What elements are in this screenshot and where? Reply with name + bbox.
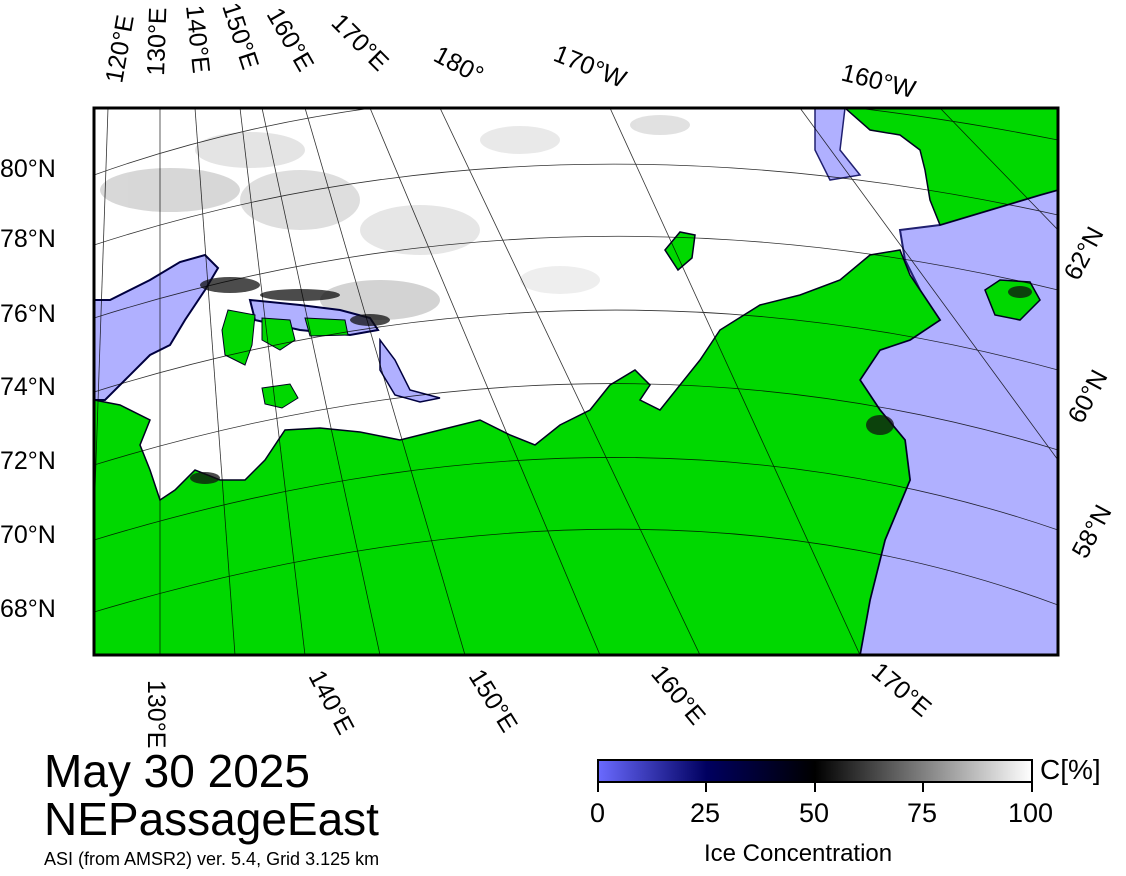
map-region-title: NEPassageEast [44,793,379,845]
map-frame-content [94,108,1058,655]
graticule [94,108,1058,655]
lat-labels-right: 62°N 60°N 58°N [1059,222,1118,562]
lat-label: 80°N [0,155,56,183]
lat-label: 68°N [0,595,56,623]
open-water-chukchi [814,108,862,181]
lon-label: 140°E [303,666,360,740]
bolshoy-island [261,383,299,409]
map-date: May 30 2025 [44,745,310,797]
lon-label: 160°E [261,3,319,76]
colorbar [597,759,1033,783]
colorbar-tick-label: 75 [907,798,938,828]
alaska-land [843,108,1058,226]
dense-ice-edges [190,277,1032,484]
lat-label: 74°N [0,373,56,401]
lon-label: 120°E [100,13,139,85]
lon-label: 180° [429,41,488,90]
lat-label: 78°N [0,225,56,253]
lon-label: 130°E [142,7,172,76]
lat-label: 72°N [0,447,56,475]
wrangel-island [664,231,696,272]
new-siberian-island-2 [261,317,296,351]
colorbar-tick-label: 50 [799,798,830,828]
lon-label: 170°E [866,657,936,722]
colorbar-title: Ice Concentration [704,840,893,867]
lon-label: 160°E [645,660,710,730]
new-siberian-island-3 [304,317,349,337]
lat-label: 62°N [1059,222,1110,284]
lon-labels-bottom: 130°E 140°E 150°E 160°E 170°E [142,657,937,748]
lon-label: 170°W [550,40,631,94]
lat-label: 76°N [0,300,56,328]
colorbar-tick-label: 25 [690,798,721,828]
lat-labels-left: 80°N 78°N 76°N 74°N 72°N 70°N 68°N [0,155,56,623]
lon-label: 150°E [216,0,264,73]
lat-label: 60°N [1063,365,1114,427]
lat-label: 58°N [1067,500,1118,562]
lon-label: 150°E [463,664,523,737]
lon-label: 130°E [142,680,170,748]
lon-labels-top: 120°E 130°E 140°E 150°E 160°E 170°E 180°… [100,0,918,104]
colorbar-unit: C[%] [1040,754,1101,785]
lon-label: 140°E [180,4,215,75]
lat-label: 70°N [0,521,56,549]
lon-label: 160°W [839,59,919,104]
colorbar-ticks [597,782,1033,792]
lon-label: 170°E [326,8,394,76]
colorbar-tick-label: 0 [590,798,606,828]
map-frame [92,106,1060,657]
ice-texture [100,115,690,320]
colorbar-tick-label: 100 [1008,798,1054,828]
data-source: ASI (from AMSR2) ver. 5.4, Grid 3.125 km [44,849,380,869]
